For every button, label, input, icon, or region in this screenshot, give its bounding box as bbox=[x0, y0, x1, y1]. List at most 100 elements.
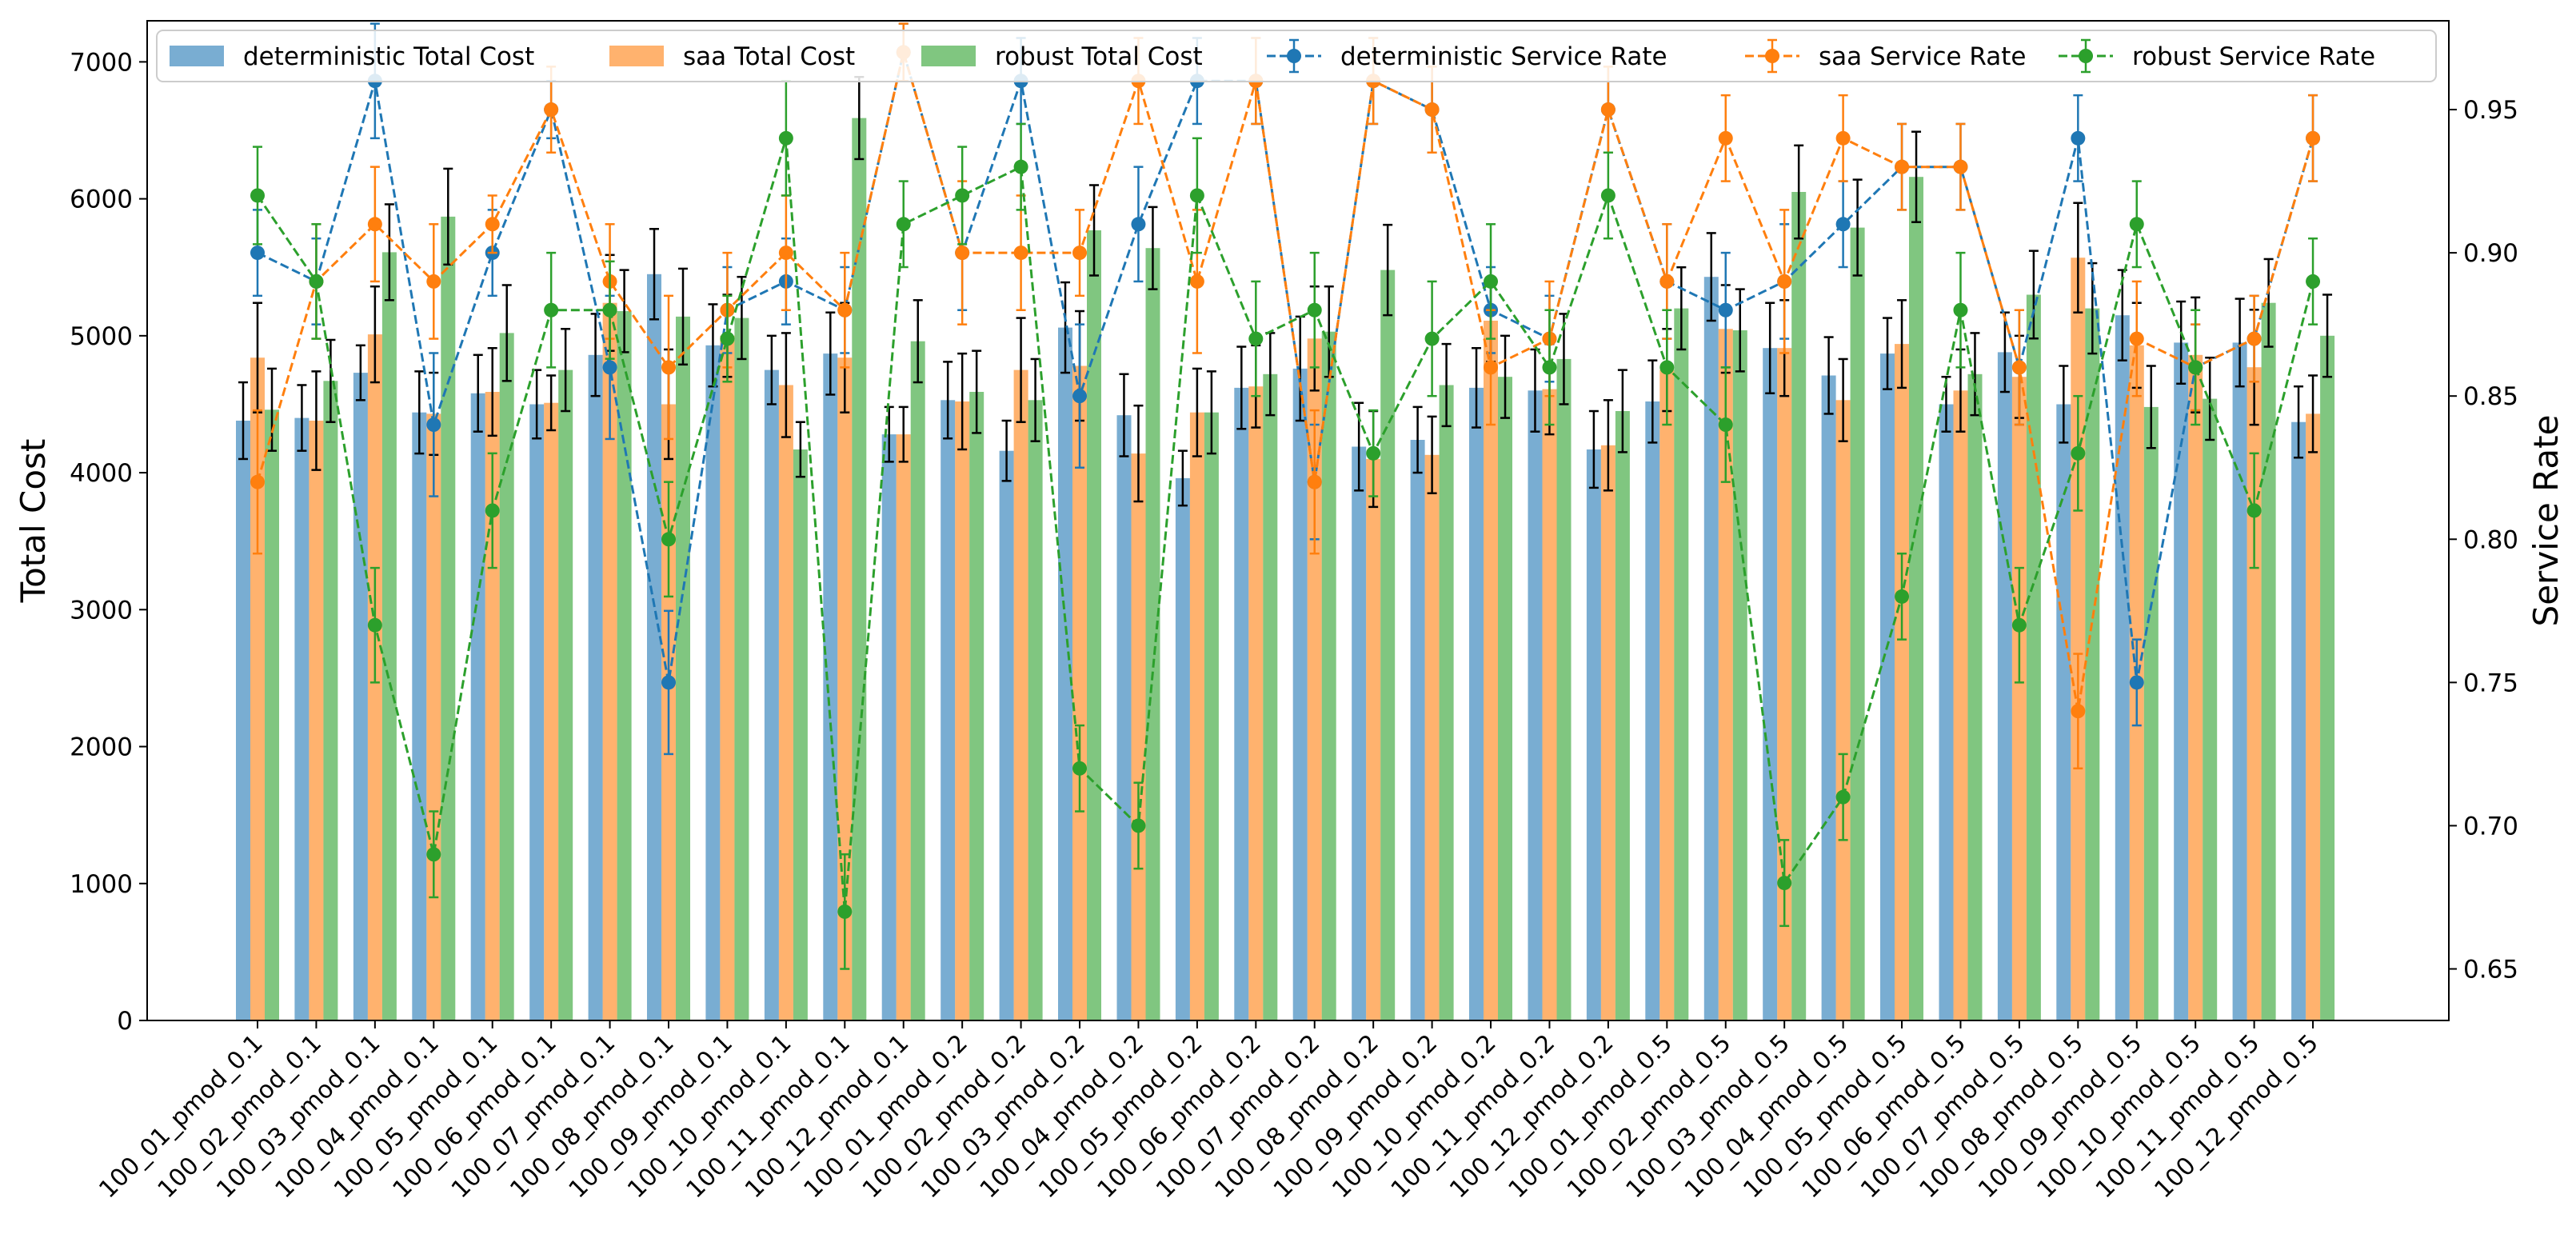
bar-2-13 bbox=[1028, 400, 1043, 1020]
line-point-1-10 bbox=[837, 302, 853, 317]
line-point-2-29 bbox=[1953, 302, 1968, 317]
line-point-1-26 bbox=[1777, 274, 1792, 289]
line-point-2-17 bbox=[1248, 331, 1264, 346]
bar-1-21 bbox=[1484, 321, 1498, 1020]
line-point-2-21 bbox=[1484, 274, 1499, 289]
bars-layer bbox=[236, 118, 2335, 1021]
bar-2-10 bbox=[852, 118, 867, 1021]
bar-2-2 bbox=[381, 252, 397, 1020]
line-point-1-32 bbox=[2129, 331, 2144, 346]
legend-marker-3 bbox=[1287, 49, 1301, 63]
line-point-2-25 bbox=[1718, 417, 1733, 433]
bar-1-33 bbox=[2188, 354, 2203, 1020]
bar-1-35 bbox=[2306, 413, 2321, 1020]
bar-2-14 bbox=[1087, 230, 1101, 1020]
line-point-2-32 bbox=[2129, 217, 2144, 232]
bar-2-6 bbox=[617, 311, 632, 1020]
line-point-1-4 bbox=[485, 217, 500, 232]
bar-1-24 bbox=[1659, 369, 1675, 1021]
y2-tick-label-2: 0.75 bbox=[2463, 669, 2518, 697]
line-point-1-25 bbox=[1718, 130, 1733, 146]
bar-0-0 bbox=[236, 421, 250, 1020]
bar-0-29 bbox=[1939, 404, 1954, 1020]
y2-tick-label-3: 0.80 bbox=[2463, 525, 2518, 554]
line-point-2-16 bbox=[1189, 188, 1204, 203]
line-point-1-23 bbox=[1600, 102, 1615, 118]
line-point-1-14 bbox=[1072, 246, 1088, 261]
bar-2-34 bbox=[2261, 302, 2276, 1020]
line-point-2-19 bbox=[1366, 445, 1381, 461]
bar-0-31 bbox=[2056, 404, 2071, 1020]
line-point-1-35 bbox=[2306, 130, 2321, 146]
line-point-2-24 bbox=[1659, 360, 1675, 375]
bar-1-13 bbox=[1013, 369, 1028, 1021]
bar-1-1 bbox=[309, 421, 324, 1020]
bar-0-27 bbox=[1821, 375, 1836, 1020]
bar-0-1 bbox=[294, 417, 310, 1020]
line-point-1-13 bbox=[1013, 246, 1028, 261]
line-point-1-2 bbox=[367, 217, 382, 232]
bar-2-0 bbox=[265, 409, 279, 1020]
line-point-2-15 bbox=[1131, 818, 1146, 833]
bar-1-31 bbox=[2071, 258, 2086, 1020]
line-point-2-33 bbox=[2188, 360, 2203, 375]
bar-1-18 bbox=[1307, 338, 1322, 1020]
line-point-1-0 bbox=[250, 474, 265, 489]
bar-2-29 bbox=[1967, 373, 1983, 1020]
bar-0-15 bbox=[1116, 415, 1132, 1020]
bar-0-9 bbox=[764, 369, 779, 1021]
bar-2-3 bbox=[441, 216, 456, 1020]
line-point-2-34 bbox=[2247, 503, 2262, 518]
line-point-1-18 bbox=[1307, 474, 1322, 489]
bar-1-22 bbox=[1542, 389, 1557, 1021]
bar-0-26 bbox=[1763, 348, 1778, 1020]
y-tick-label-0: 0 bbox=[117, 1007, 133, 1036]
line-point-0-31 bbox=[2071, 130, 2086, 146]
bar-0-19 bbox=[1352, 446, 1367, 1020]
legend-label-4: saa Service Rate bbox=[1819, 42, 2027, 71]
bar-2-1 bbox=[323, 381, 338, 1020]
bar-1-8 bbox=[720, 335, 735, 1020]
bar-0-35 bbox=[2291, 421, 2306, 1020]
line-point-2-11 bbox=[896, 217, 911, 232]
line-point-2-3 bbox=[426, 847, 441, 862]
y2-tick-label-5: 0.90 bbox=[2463, 239, 2518, 268]
line-point-2-22 bbox=[1542, 360, 1557, 375]
lines-layer bbox=[250, 22, 2321, 970]
line-point-2-31 bbox=[2071, 445, 2086, 461]
line-point-1-3 bbox=[426, 274, 441, 289]
line-point-2-18 bbox=[1307, 302, 1322, 317]
bar-2-27 bbox=[1850, 227, 1865, 1021]
bar-0-32 bbox=[2115, 315, 2130, 1020]
bar-0-28 bbox=[1880, 353, 1895, 1021]
y-tick-label-7: 7000 bbox=[70, 48, 133, 77]
bar-0-34 bbox=[2232, 342, 2247, 1020]
line-point-2-26 bbox=[1777, 876, 1792, 891]
bar-0-33 bbox=[2174, 342, 2189, 1020]
line-point-0-7 bbox=[661, 675, 677, 690]
bar-2-23 bbox=[1615, 411, 1630, 1020]
line-point-2-4 bbox=[485, 503, 500, 518]
y-tick-label-5: 5000 bbox=[70, 322, 133, 351]
line-point-1-7 bbox=[661, 360, 677, 375]
line-1 bbox=[256, 47, 2314, 712]
line-point-2-0 bbox=[250, 188, 265, 203]
bar-0-30 bbox=[1997, 352, 2012, 1020]
bar-2-16 bbox=[1204, 412, 1219, 1020]
line-point-2-12 bbox=[955, 188, 970, 203]
bar-1-4 bbox=[485, 392, 500, 1020]
legend: deterministic Total Cost saa Total Cost ro… bbox=[156, 30, 2437, 82]
bar-1-17 bbox=[1248, 386, 1264, 1020]
legend-marker-4 bbox=[1765, 49, 1779, 63]
bar-0-20 bbox=[1410, 440, 1425, 1020]
bar-1-34 bbox=[2247, 367, 2262, 1020]
line-point-0-14 bbox=[1072, 389, 1088, 404]
bar-1-9 bbox=[778, 385, 793, 1020]
line-point-2-1 bbox=[309, 274, 324, 289]
bar-2-20 bbox=[1439, 385, 1454, 1020]
line-point-1-30 bbox=[2011, 360, 2027, 375]
line-point-2-27 bbox=[1835, 789, 1851, 805]
line-point-2-35 bbox=[2306, 274, 2321, 289]
